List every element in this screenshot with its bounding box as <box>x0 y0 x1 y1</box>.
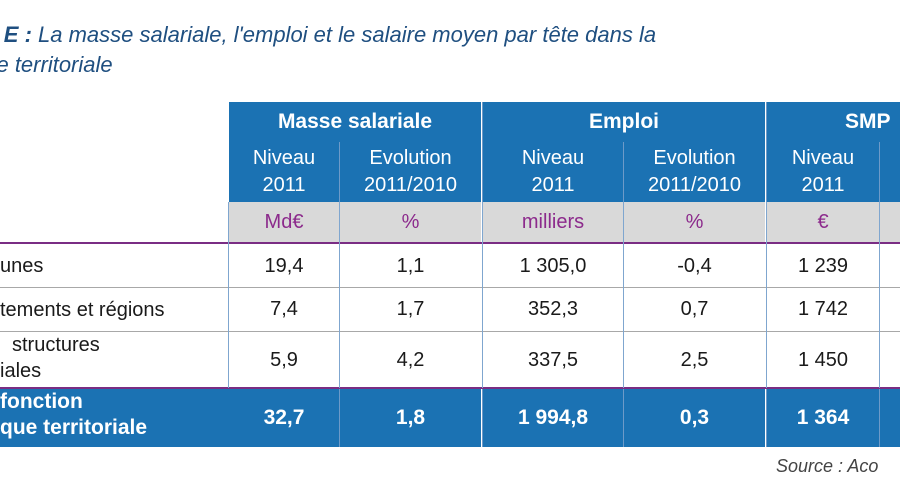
column-divider <box>482 202 483 388</box>
unit-cell-cut-off <box>880 202 900 242</box>
table-cell: 1 305,0 <box>483 245 623 287</box>
row-label: structures iales <box>0 332 229 388</box>
subheader-niveau-smp: Niveau 2011 <box>767 142 879 202</box>
column-divider <box>482 102 483 202</box>
table-cell: 1 450 <box>767 332 879 388</box>
caption-text: La masse salariale, l'emploi et le salai… <box>31 22 657 47</box>
subheader-line-2: 2011/2010 <box>647 174 742 196</box>
subheader-line-1: Niveau <box>521 147 585 169</box>
subheader-line-2: 2011 <box>531 174 575 196</box>
subheader-line-2: 2011 <box>801 174 845 196</box>
total-label-line-2: que territoriale <box>0 416 148 439</box>
subheader-line-1: Evolution <box>369 147 452 169</box>
subheader-niveau-emploi: Niveau 2011 <box>483 142 623 202</box>
group-header-masse-salariale: Masse salariale <box>229 102 481 142</box>
subheader-line-2: 2011 <box>262 174 306 196</box>
unit-cell: % <box>340 202 481 242</box>
subheader-evolution-masse: Evolution 2011/2010 <box>340 142 481 202</box>
column-divider <box>623 389 624 447</box>
group-header-emploi: Emploi <box>483 102 765 142</box>
row-label: tements et régions <box>0 298 165 321</box>
column-divider <box>339 389 340 447</box>
table-cell: 1 742 <box>767 288 879 331</box>
table-cell: 7,4 <box>229 288 339 331</box>
total-row-label: fonction que territoriale <box>0 389 229 447</box>
table-cell: 1 239 <box>767 245 879 287</box>
row-divider <box>0 331 900 332</box>
total-divider <box>0 387 900 389</box>
total-cell: 0,3 <box>624 389 765 447</box>
table-cell: 4,2 <box>340 332 481 388</box>
row-label-line-2: iales <box>0 360 42 382</box>
total-cell: 1,8 <box>340 389 481 447</box>
subheader-evolution-emploi: Evolution 2011/2010 <box>624 142 765 202</box>
column-divider <box>482 389 483 447</box>
column-divider <box>879 142 880 202</box>
subheader-line-1: Evolution <box>653 147 736 169</box>
row-label: unes <box>0 255 44 277</box>
caption-line-1: au E : La masse salariale, l'emploi et l… <box>0 20 900 50</box>
table-cell: 5,9 <box>229 332 339 388</box>
subheader-cut-off <box>880 142 900 202</box>
column-divider <box>766 389 767 447</box>
table-caption: au E : La masse salariale, l'emploi et l… <box>0 20 900 80</box>
header-divider <box>0 242 900 244</box>
caption-line-2: que territoriale <box>0 52 113 77</box>
total-cell: 1 994,8 <box>483 389 623 447</box>
table-cell: -0,4 <box>624 245 765 287</box>
row-divider <box>0 287 900 288</box>
row-label-line-1: structures <box>12 334 100 356</box>
group-header-smp: SMP <box>767 102 900 142</box>
column-divider <box>339 202 340 388</box>
table-cell: 337,5 <box>483 332 623 388</box>
total-cell-cut-off <box>880 389 900 447</box>
column-divider <box>623 142 624 202</box>
subheader-line-1: Niveau <box>791 147 855 169</box>
total-cell: 1 364 <box>767 389 879 447</box>
table-cell: 1,7 <box>340 288 481 331</box>
table-cell: 0,7 <box>624 288 765 331</box>
table-cell: 19,4 <box>229 245 339 287</box>
subheader-niveau-masse: Niveau 2011 <box>229 142 339 202</box>
caption-label: au E : <box>0 22 32 47</box>
column-divider <box>228 202 229 388</box>
subheader-line-1: Niveau <box>252 147 316 169</box>
source-note: Source : Aco <box>776 456 879 476</box>
unit-cell: % <box>624 202 765 242</box>
data-table: Masse salariale Emploi SMP Niveau 2011 E… <box>0 102 900 447</box>
unit-cell: Md€ <box>229 202 339 242</box>
column-divider <box>879 389 880 447</box>
table-cell: 1,1 <box>340 245 481 287</box>
column-divider <box>339 142 340 202</box>
table-cell: 2,5 <box>624 332 765 388</box>
column-divider <box>766 202 767 388</box>
total-label-line-1: fonction <box>0 390 83 413</box>
subheader-line-2: 2011/2010 <box>363 174 458 196</box>
unit-cell: milliers <box>483 202 623 242</box>
column-divider <box>766 102 767 202</box>
table-cell: 352,3 <box>483 288 623 331</box>
column-divider <box>879 202 880 388</box>
unit-cell: € <box>767 202 879 242</box>
total-cell: 32,7 <box>229 389 339 447</box>
column-divider <box>623 202 624 388</box>
